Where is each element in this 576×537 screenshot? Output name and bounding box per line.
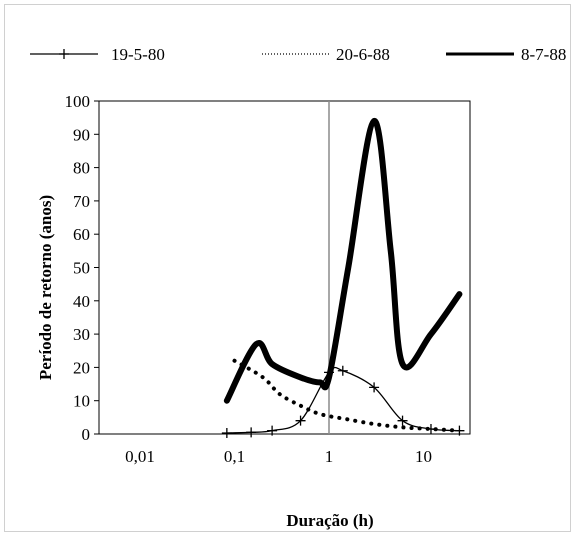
data-point <box>221 428 232 439</box>
y-tick-label: 0 <box>82 425 91 444</box>
y-tick-label: 50 <box>73 259 90 278</box>
plot-border <box>98 100 471 435</box>
y-tick-label: 30 <box>73 325 90 344</box>
y-tick-label: 90 <box>73 125 90 144</box>
legend-label-3: 8-7-88 <box>521 45 566 64</box>
data-point <box>267 425 278 436</box>
x-tick-label: 0,1 <box>224 447 245 466</box>
x-tick-label: 1 <box>325 447 334 466</box>
y-tick-label: 70 <box>73 192 90 211</box>
legend: 19-5-80 20-6-88 8-7-88 <box>30 45 566 64</box>
data-point <box>337 365 348 376</box>
y-axis-title: Período de retorno (anos) <box>36 195 55 380</box>
data-point <box>454 425 465 436</box>
axes: 0 10 20 30 40 50 60 70 80 90 100 0,01 0,1 1 10 Duração … <box>36 92 432 530</box>
data-point <box>369 382 380 393</box>
y-tick-label: 80 <box>73 159 90 178</box>
x-tick-label: 0,01 <box>125 447 155 466</box>
plot-area <box>98 100 471 435</box>
series-line-2 <box>232 358 462 433</box>
y-tick-label: 60 <box>73 225 90 244</box>
y-tick-label: 10 <box>73 392 90 411</box>
data-point <box>295 415 306 426</box>
x-axis-title: Duração (h) <box>286 511 373 530</box>
y-tick-label: 100 <box>65 92 91 111</box>
x-tick-label: 10 <box>415 447 432 466</box>
legend-label-1: 19-5-80 <box>111 45 165 64</box>
y-tick-label: 20 <box>73 358 90 377</box>
series-layer <box>221 117 465 439</box>
y-tick-label: 40 <box>73 292 90 311</box>
series-line-1 <box>226 366 460 434</box>
series-line-3 <box>223 117 463 404</box>
legend-label-2: 20-6-88 <box>336 45 390 64</box>
data-point <box>246 427 257 438</box>
data-point <box>397 415 408 426</box>
legend-marker <box>59 49 69 59</box>
